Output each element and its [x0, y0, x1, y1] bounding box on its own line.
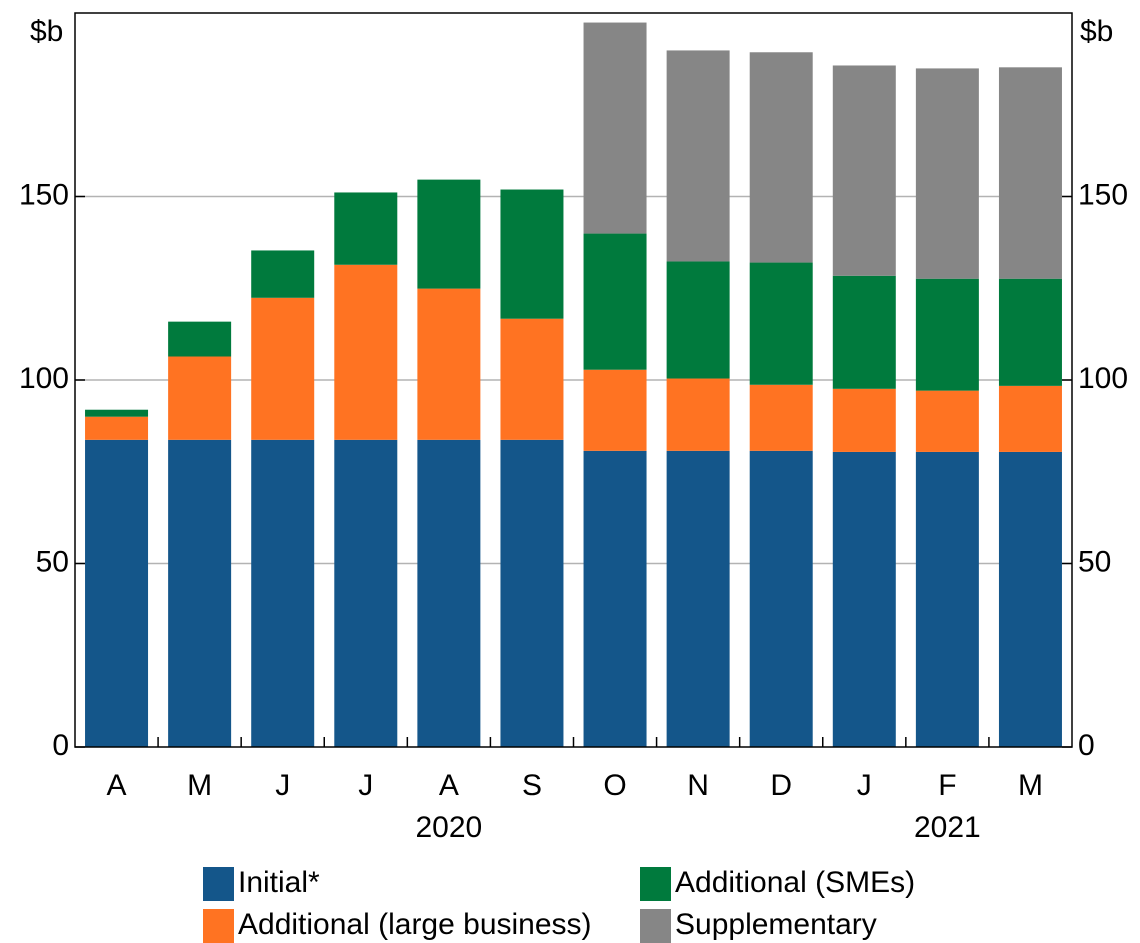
bar-segment: [915, 390, 979, 452]
x-tick-label: M: [1018, 769, 1043, 802]
bar-segment: [749, 384, 813, 451]
y2-axis-label: $b: [1080, 15, 1113, 48]
y-tick-label: 150: [19, 178, 69, 211]
legend-swatch: [640, 867, 671, 901]
bar-segment: [583, 233, 647, 370]
bar-segment: [666, 450, 730, 747]
bar-segment: [749, 262, 813, 385]
bar-segment: [168, 439, 232, 747]
legend-swatch: [203, 867, 234, 901]
x-tick-label: F: [938, 769, 956, 802]
y-tick-label: 50: [36, 545, 69, 578]
x-tick-label: J: [857, 769, 872, 802]
bar-segment: [583, 369, 647, 451]
bar-segment: [500, 439, 564, 747]
bar-segment: [998, 451, 1062, 747]
y-tick-label: 100: [19, 362, 69, 395]
x-tick-label: D: [770, 769, 792, 802]
legend-label: Additional (SMEs): [675, 866, 915, 899]
y2-tick-label: 50: [1078, 545, 1111, 578]
bar-segment: [832, 451, 896, 747]
y-tick-label: 0: [52, 729, 69, 762]
legend-swatch: [640, 909, 671, 943]
bar-segment: [915, 68, 979, 279]
plot-frame: [74, 12, 1073, 748]
x-group-label: 2021: [914, 811, 981, 844]
bar-segment: [998, 278, 1062, 386]
x-tick-label: J: [275, 769, 290, 802]
legend-swatch: [203, 909, 234, 943]
y2-tick-label: 150: [1078, 178, 1128, 211]
bar-segment: [915, 278, 979, 391]
bar-segment: [85, 416, 149, 440]
x-tick-label: J: [358, 769, 373, 802]
bar-segment: [168, 321, 232, 357]
bar-segment: [666, 378, 730, 451]
bar-segment: [500, 189, 564, 319]
bar-segment: [749, 450, 813, 747]
bar-segment: [666, 261, 730, 379]
bar-segment: [85, 439, 149, 747]
x-group-label: 2020: [416, 811, 483, 844]
bar-segment: [168, 356, 232, 440]
y2-tick-label: 100: [1078, 362, 1128, 395]
bar-segment: [334, 439, 398, 747]
bar-segment: [500, 318, 564, 440]
bar-segment: [85, 409, 149, 417]
bar-segment: [251, 439, 315, 747]
bar-segment: [666, 50, 730, 262]
legend-label: Additional (large business): [238, 908, 592, 941]
y2-tick-label: 0: [1078, 729, 1095, 762]
x-tick-label: N: [687, 769, 709, 802]
x-tick-label: M: [187, 769, 212, 802]
bar-segment: [998, 67, 1062, 279]
bar-segment: [334, 264, 398, 440]
bar-segment: [583, 22, 647, 234]
legend-label: Supplementary: [675, 908, 877, 941]
bar-segment: [915, 451, 979, 747]
bar-segment: [251, 250, 315, 298]
bar-segment: [998, 385, 1062, 452]
bar-segment: [749, 52, 813, 263]
bar-segment: [583, 450, 647, 747]
bar-segment: [832, 388, 896, 452]
bar-segment: [417, 179, 481, 289]
legend-label: Initial*: [238, 866, 320, 899]
bar-segment: [417, 439, 481, 747]
x-tick-label: A: [439, 769, 459, 802]
x-tick-label: A: [107, 769, 127, 802]
y-axis-label: $b: [30, 15, 63, 48]
x-tick-label: O: [603, 769, 626, 802]
bar-segment: [832, 275, 896, 389]
bar-segment: [832, 65, 896, 276]
bar-segment: [251, 297, 315, 440]
x-tick-label: S: [522, 769, 542, 802]
bar-segment: [334, 192, 398, 265]
bar-segment: [417, 288, 481, 440]
